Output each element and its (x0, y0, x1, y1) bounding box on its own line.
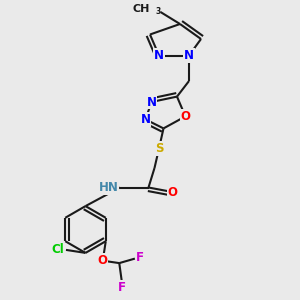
Text: HN: HN (99, 181, 118, 194)
Text: F: F (118, 280, 126, 294)
Text: O: O (180, 110, 190, 123)
Text: CH: CH (133, 4, 150, 14)
Text: F: F (136, 250, 144, 264)
Text: O: O (167, 185, 178, 199)
Text: N: N (184, 49, 194, 62)
Text: S: S (155, 142, 163, 155)
Text: N: N (140, 113, 151, 126)
Text: O: O (98, 254, 108, 267)
Text: N: N (146, 95, 157, 109)
Text: N: N (154, 49, 164, 62)
Text: Cl: Cl (52, 243, 64, 256)
Text: 3: 3 (155, 7, 161, 16)
